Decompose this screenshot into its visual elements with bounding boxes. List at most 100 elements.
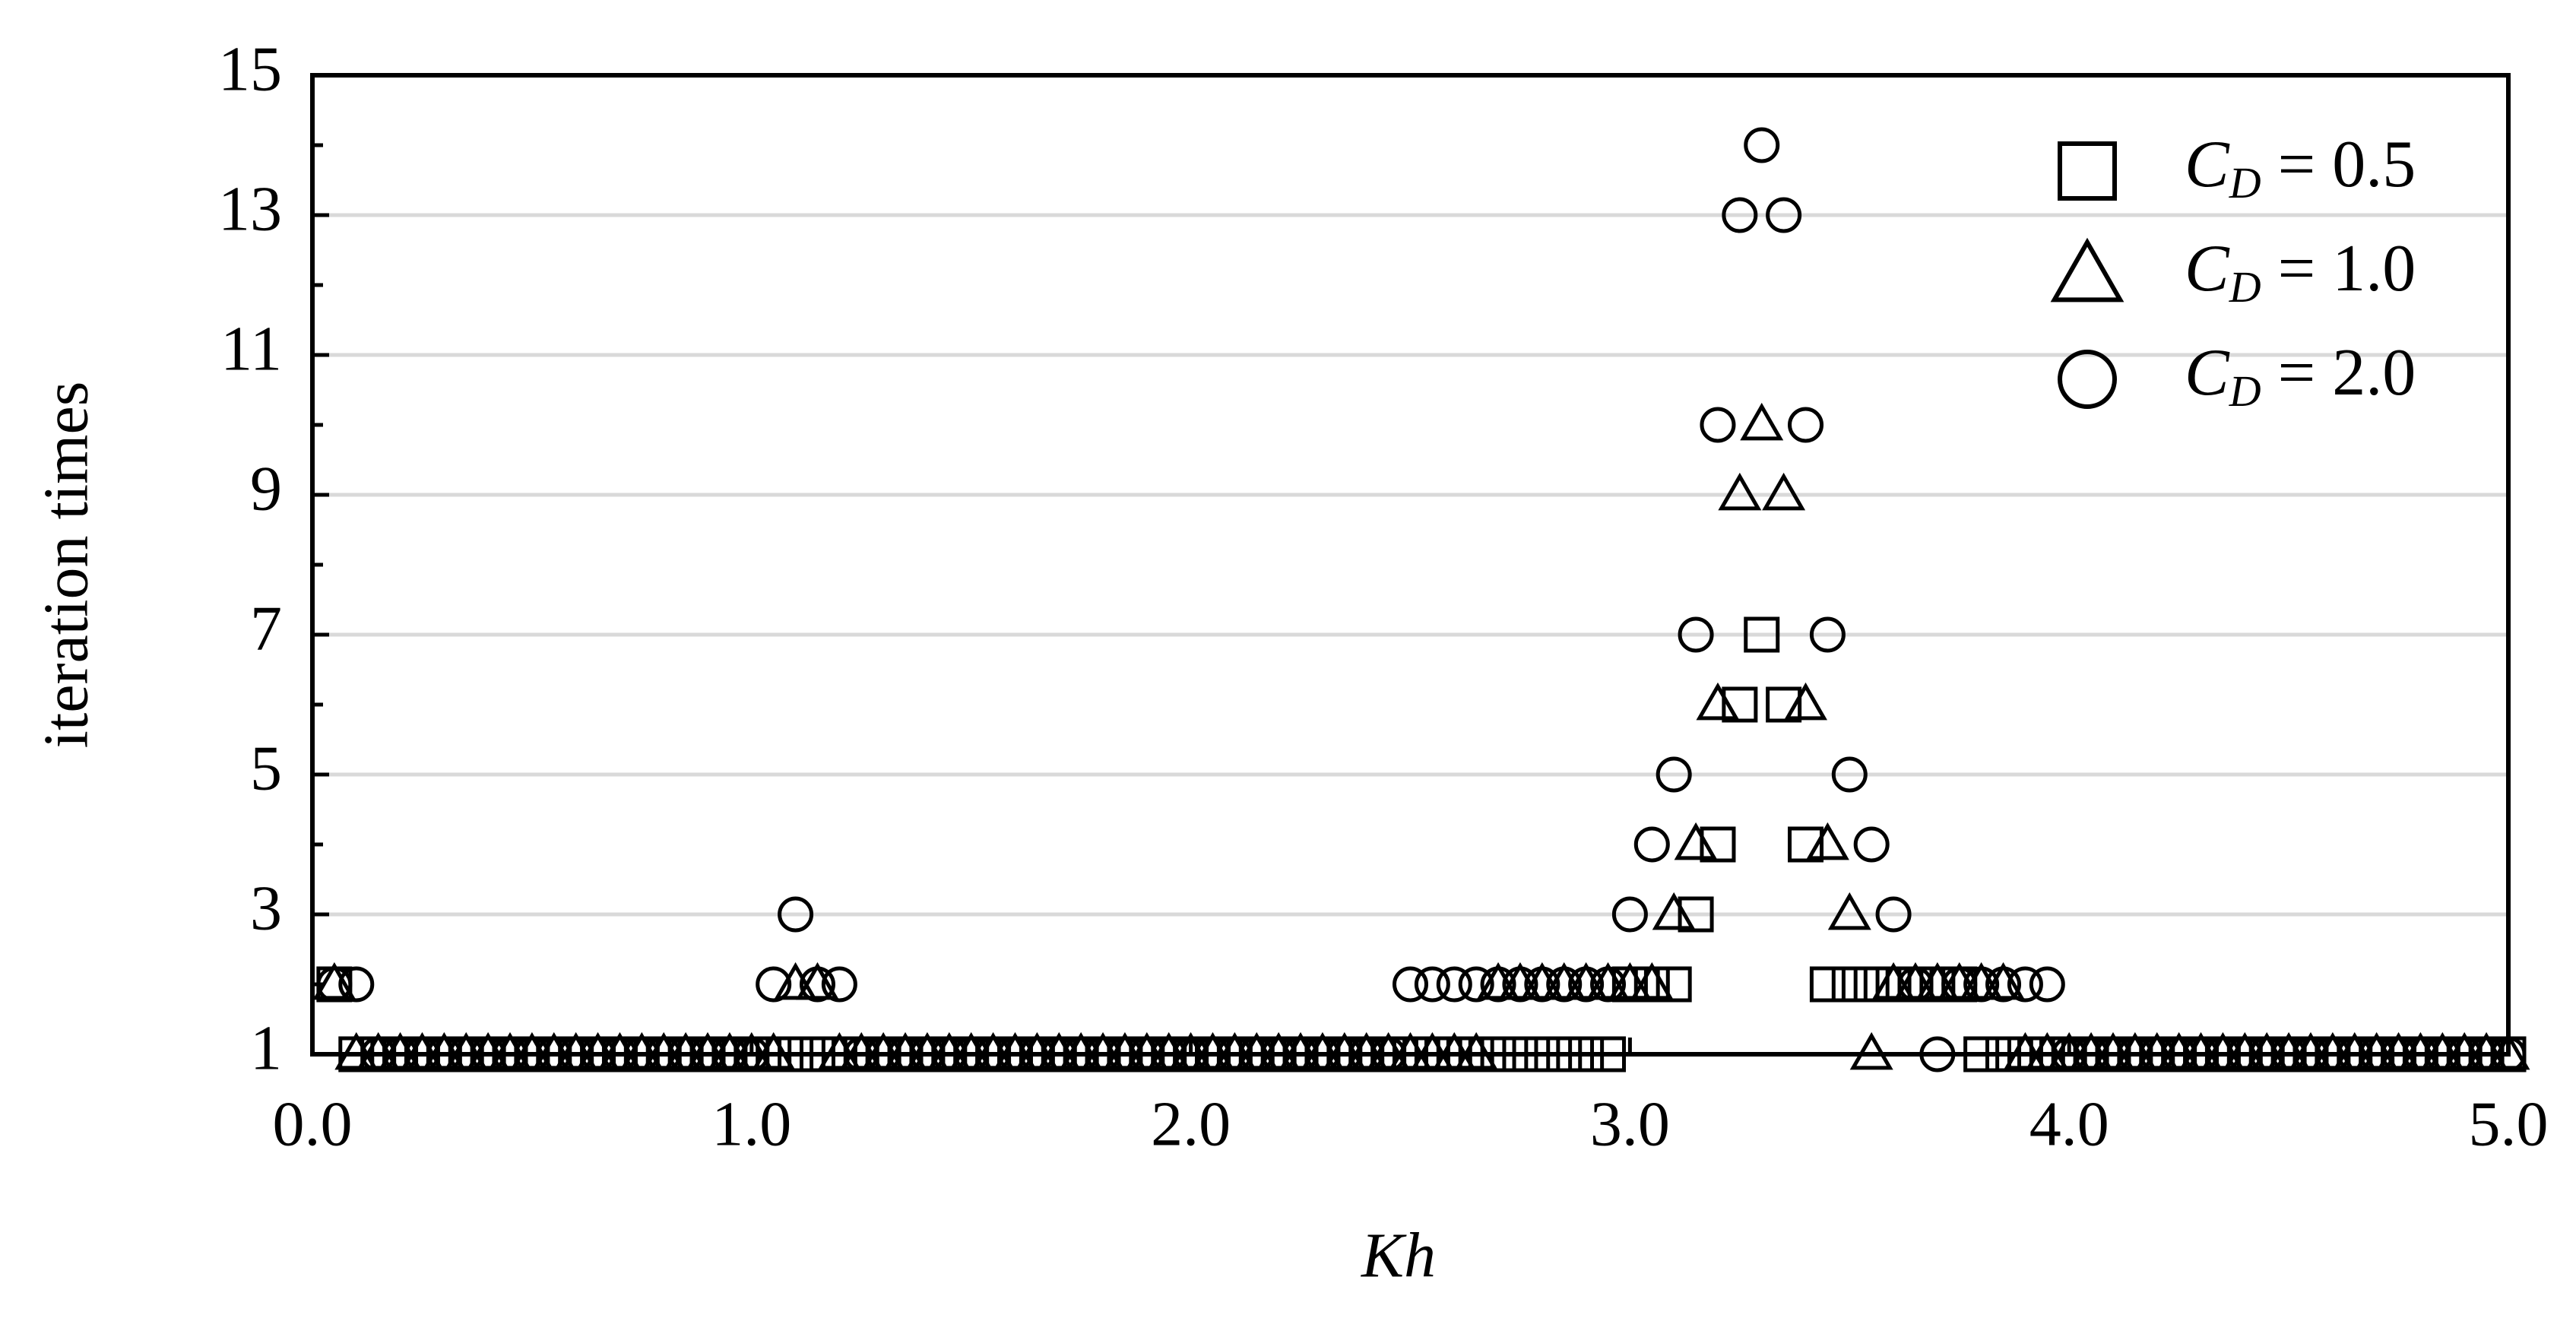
triangle-marker <box>1960 962 2004 1000</box>
triangle-marker <box>356 1031 401 1070</box>
triangle-marker <box>444 1031 488 1070</box>
triangle-marker <box>312 962 356 1000</box>
square-marker <box>1853 966 1890 1003</box>
y-tick-label: 9 <box>250 453 282 524</box>
triangle-marker <box>1784 682 1827 721</box>
triangle-marker <box>2025 1031 2069 1070</box>
triangle-marker <box>1103 1031 1147 1070</box>
circle-marker <box>1963 966 2000 1003</box>
circle-marker <box>1853 826 1890 863</box>
square-marker <box>1766 686 1802 723</box>
triangle-marker <box>2113 1031 2157 1070</box>
y-tick-label: 7 <box>250 593 282 664</box>
triangle-marker <box>1498 962 1542 1000</box>
triangle-marker <box>2245 1031 2289 1070</box>
circle-marker <box>1788 407 1824 443</box>
triangle-marker <box>1476 962 1520 1000</box>
legend-label: CD = 2.0 <box>2185 336 2416 416</box>
circle-marker <box>1985 966 2022 1003</box>
triangle-marker <box>752 1031 796 1070</box>
triangle-marker <box>2223 1031 2267 1070</box>
square-marker <box>1656 966 1692 1003</box>
triangle-marker <box>664 1031 708 1070</box>
circle-marker <box>1458 966 1494 1003</box>
legend-marker <box>2050 237 2124 303</box>
triangle-marker <box>466 1031 510 1070</box>
triangle-marker <box>422 1031 466 1070</box>
triangle-marker <box>642 1031 686 1070</box>
triangle-marker <box>1586 962 1630 1000</box>
triangle-marker <box>2047 1031 2091 1070</box>
triangle-marker <box>2377 1031 2421 1070</box>
circle-marker <box>1611 896 1648 933</box>
triangle-marker <box>927 1031 971 1070</box>
triangle-marker <box>1938 962 1982 1000</box>
triangle-marker <box>2069 1031 2113 1070</box>
triangle-marker <box>488 1031 532 1070</box>
triangle-marker <box>2398 1031 2442 1070</box>
triangle-marker <box>2003 1031 2047 1070</box>
triangle-marker <box>2201 1031 2245 1070</box>
triangle-marker <box>554 1031 598 1070</box>
triangle-marker <box>949 1031 993 1070</box>
triangle-marker <box>1982 962 2026 1000</box>
circle-marker <box>756 966 792 1003</box>
triangle-marker <box>1805 822 1849 860</box>
circle-marker <box>316 966 353 1003</box>
circle-marker <box>1678 616 1714 653</box>
triangle-marker <box>1652 892 1696 930</box>
triangle-marker <box>597 1031 642 1070</box>
triangle-marker <box>686 1031 730 1070</box>
triangle-marker <box>576 1031 620 1070</box>
legend-marker <box>2058 141 2117 201</box>
y-tick-label: 13 <box>218 173 282 244</box>
circle-marker <box>1414 966 1450 1003</box>
triangle-marker <box>993 1031 1037 1070</box>
triangle-marker <box>1740 402 1784 441</box>
triangle-marker <box>2355 1031 2399 1070</box>
circle-marker <box>1744 127 1780 163</box>
triangle-marker <box>2179 1031 2223 1070</box>
triangle-marker <box>2135 1031 2179 1070</box>
circle-marker <box>778 896 814 933</box>
triangle-marker <box>1125 1031 1169 1070</box>
circle-marker <box>1809 616 1846 653</box>
x-axis-label: Kh <box>1361 1220 1436 1291</box>
circle-marker <box>1766 197 1802 233</box>
y-axis-label: iteration times <box>30 382 101 749</box>
circle-marker <box>1897 966 1934 1003</box>
circle-marker <box>1831 756 1868 793</box>
triangle-marker <box>2486 1031 2530 1070</box>
triangle-marker <box>1191 1031 1234 1070</box>
triangle-marker <box>1871 962 1915 1000</box>
x-tick-label: 0.0 <box>273 1088 353 1159</box>
circle-marker <box>2007 966 2043 1003</box>
legend-label: CD = 1.0 <box>2185 232 2416 312</box>
triangle-marker <box>1234 1031 1278 1070</box>
triangle-marker <box>730 1031 774 1070</box>
circle-marker <box>1633 826 1670 863</box>
circle-marker <box>1393 966 1428 1003</box>
triangle-marker <box>1564 962 1608 1000</box>
circle-marker <box>1941 966 1978 1003</box>
x-tick-label: 5.0 <box>2469 1088 2549 1159</box>
square-marker <box>1809 966 1846 1003</box>
triangle-marker <box>795 962 839 1000</box>
triangle-marker <box>1718 472 1762 511</box>
triangle-marker <box>708 1031 752 1070</box>
x-tick-label: 2.0 <box>1151 1088 1231 1159</box>
triangle-marker <box>1323 1031 1367 1070</box>
circle-marker <box>1875 896 1912 933</box>
triangle-marker <box>774 962 818 1000</box>
circle-marker <box>821 966 857 1003</box>
triangle-marker <box>2267 1031 2311 1070</box>
square-marker <box>1744 616 1780 653</box>
circle-marker <box>1722 197 1758 233</box>
triangle-marker <box>379 1031 423 1070</box>
triangle-marker <box>1059 1031 1103 1070</box>
triangle-marker <box>2333 1031 2377 1070</box>
circle-marker <box>1590 966 1627 1003</box>
triangle-marker <box>1893 962 1938 1000</box>
